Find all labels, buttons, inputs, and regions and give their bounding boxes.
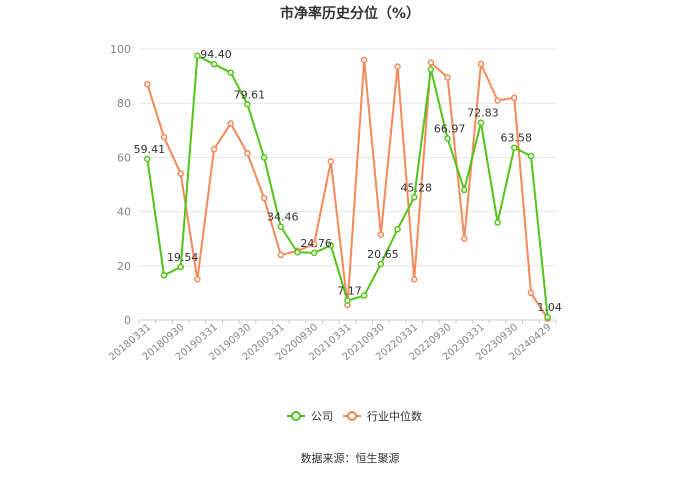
- legend: 公司 行业中位数: [287, 409, 422, 423]
- data-point-industry-median[interactable]: [494, 97, 501, 104]
- data-label-company: 19.54: [167, 251, 199, 264]
- data-point-industry-median[interactable]: [461, 235, 468, 242]
- legend-item-company[interactable]: 公司: [287, 410, 333, 423]
- data-point-company[interactable]: [494, 219, 501, 226]
- data-point-company[interactable]: [244, 101, 251, 108]
- data-point-industry-median[interactable]: [160, 133, 168, 141]
- y-tick-label: 80: [117, 97, 131, 110]
- y-tick-label: 60: [117, 151, 131, 164]
- data-point-company[interactable]: [444, 135, 451, 142]
- data-label-company: 59.41: [134, 143, 166, 156]
- data-point-industry-median[interactable]: [394, 63, 401, 70]
- data-label-company: 1.04: [537, 301, 562, 314]
- y-tick-label: 40: [117, 206, 131, 219]
- data-label-company: 66.97: [434, 123, 466, 136]
- source-note: 数据来源：恒生聚源: [301, 451, 400, 465]
- data-point-company[interactable]: [527, 152, 535, 160]
- data-point-industry-median[interactable]: [260, 194, 268, 202]
- series-line-company: [146, 54, 549, 318]
- data-point-industry-median[interactable]: [410, 276, 418, 283]
- data-point-company[interactable]: [177, 263, 184, 271]
- data-point-company[interactable]: [260, 154, 268, 161]
- data-point-company[interactable]: [511, 144, 518, 151]
- data-point-industry-median[interactable]: [477, 60, 485, 68]
- y-tick-label: 100: [110, 43, 131, 56]
- data-point-company[interactable]: [544, 313, 551, 321]
- data-label-company: 63.58: [501, 132, 533, 145]
- data-point-company[interactable]: [344, 297, 351, 304]
- series-line-industry-median: [146, 58, 549, 320]
- data-point-industry-median[interactable]: [194, 276, 201, 283]
- axes: 0204060801002018033120180930201903312019…: [107, 43, 557, 363]
- y-tick-label: 20: [117, 260, 131, 273]
- data-point-company[interactable]: [310, 249, 318, 257]
- data-point-industry-median[interactable]: [310, 240, 318, 248]
- data-point-company[interactable]: [377, 260, 385, 268]
- data-point-company[interactable]: [410, 194, 418, 201]
- data-point-company[interactable]: [360, 292, 368, 299]
- y-tick-label: 0: [124, 314, 131, 327]
- data-point-company[interactable]: [210, 60, 218, 68]
- data-point-industry-median[interactable]: [210, 146, 218, 153]
- data-label-company: 79.61: [234, 88, 266, 101]
- data-point-company[interactable]: [227, 69, 234, 76]
- data-point-company[interactable]: [144, 155, 151, 163]
- data-point-company[interactable]: [427, 66, 435, 73]
- data-point-industry-median[interactable]: [327, 158, 335, 165]
- legend-label-company: 公司: [311, 410, 333, 423]
- legend-item-industry-median[interactable]: 行业中位数: [343, 409, 422, 423]
- chart-title: 市净率历史分位（%）: [280, 5, 420, 22]
- data-point-industry-median[interactable]: [227, 120, 234, 127]
- data-point-industry-median[interactable]: [427, 59, 435, 66]
- data-point-company[interactable]: [160, 272, 168, 279]
- data-label-company: 45.28: [400, 181, 432, 194]
- legend-label-industry-median: 行业中位数: [367, 409, 422, 423]
- data-point-company[interactable]: [394, 225, 401, 233]
- data-label-company: 34.46: [267, 211, 299, 224]
- data-point-industry-median[interactable]: [277, 251, 285, 259]
- data-label-company: 94.40: [200, 48, 232, 61]
- data-point-industry-median[interactable]: [177, 170, 184, 177]
- data-label-company: 72.83: [467, 107, 499, 120]
- grid: [139, 48, 556, 321]
- series-layer: [144, 52, 551, 322]
- data-label-company: 20.65: [367, 248, 399, 261]
- data-point-company[interactable]: [277, 223, 285, 230]
- data-label-company: 7.17: [337, 285, 362, 298]
- data-point-company[interactable]: [327, 242, 335, 249]
- data-point-industry-median[interactable]: [360, 56, 368, 64]
- data-point-industry-median[interactable]: [444, 74, 451, 81]
- data-point-company[interactable]: [461, 186, 468, 194]
- data-point-industry-median[interactable]: [244, 150, 251, 157]
- data-point-company[interactable]: [294, 249, 301, 256]
- data-point-company[interactable]: [194, 52, 201, 60]
- data-point-industry-median[interactable]: [144, 80, 151, 88]
- data-point-company[interactable]: [477, 119, 485, 126]
- data-point-industry-median[interactable]: [511, 94, 518, 102]
- data-label-company: 24.76: [300, 237, 332, 250]
- data-point-industry-median[interactable]: [527, 289, 535, 297]
- data-point-industry-median[interactable]: [377, 231, 385, 238]
